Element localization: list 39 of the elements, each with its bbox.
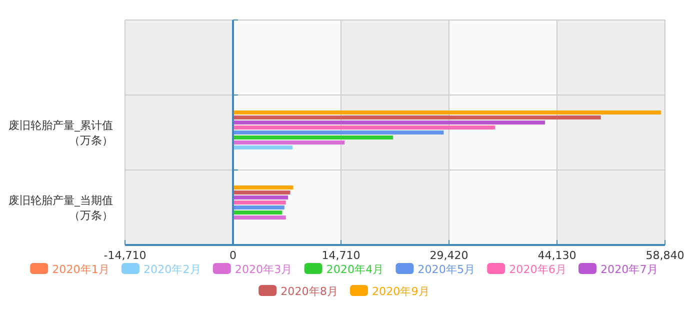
bar (233, 200, 286, 204)
legend-item: 2020年7月 (578, 263, 658, 276)
legend-label: 2020年4月 (326, 263, 384, 276)
legend-item: 2020年2月 (122, 263, 200, 276)
legend-item: 2020年6月 (487, 263, 566, 276)
legend-label: 2020年1月 (52, 263, 110, 276)
bar (233, 120, 546, 124)
legend-label: 2020年9月 (372, 285, 430, 298)
legend-item: 2020年1月 (30, 263, 110, 276)
bar (233, 210, 282, 214)
legend-item: 2020年3月 (212, 263, 292, 276)
y-tick-label: 废旧轮胎产量_累计值（万条） (8, 119, 113, 147)
bar (233, 130, 444, 134)
legend-item: 2020年4月 (304, 263, 384, 276)
legend-item: 2020年8月 (258, 285, 338, 298)
legend-label: 2020年5月 (418, 263, 476, 276)
x-tick-label: -14,710 (104, 249, 146, 262)
legend-item: 2020年9月 (350, 285, 429, 298)
x-tick-label: 14,710 (322, 249, 360, 262)
bar (233, 116, 601, 120)
bar (233, 190, 290, 194)
bar (233, 196, 288, 200)
bar (233, 186, 294, 190)
legend-label: 2020年7月 (600, 263, 658, 276)
bar (233, 206, 284, 210)
legend-label: 2020年3月 (234, 263, 292, 276)
x-tick-label: 0 (230, 249, 236, 262)
legend-label: 2020年2月 (144, 263, 201, 276)
legend-label: 2020年8月 (280, 285, 338, 298)
x-tick-label: 44,130 (538, 249, 576, 262)
x-tick-label: 29,420 (430, 249, 468, 262)
bar (233, 126, 496, 130)
legend-label: 2020年6月 (509, 263, 566, 276)
bar (233, 216, 286, 220)
x-tick-label: 58,840 (646, 249, 684, 262)
y-tick-label: 废旧轮胎产量_当期值（万条） (8, 194, 113, 222)
bar (233, 110, 662, 114)
legend-item: 2020年5月 (396, 263, 475, 276)
bar (233, 136, 394, 140)
